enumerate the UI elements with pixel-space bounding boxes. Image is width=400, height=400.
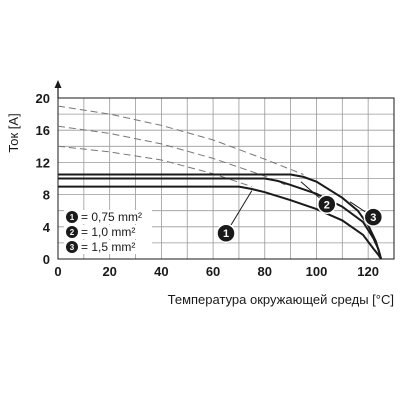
- y-axis-label: Ток [A]: [6, 113, 21, 152]
- y-tick-label: 4: [43, 220, 51, 235]
- x-tick-label: 120: [357, 264, 379, 279]
- legend-badge-label: 1: [70, 213, 75, 222]
- x-tick-label: 20: [102, 264, 116, 279]
- x-tick-label: 0: [54, 264, 61, 279]
- legend-badge-label: 3: [70, 243, 75, 252]
- legend-badge-1: [66, 211, 78, 223]
- x-tick-label: 80: [258, 264, 272, 279]
- callout-badge-3: [363, 207, 384, 227]
- x-tick-label: 40: [154, 264, 168, 279]
- legend-badge-label: 2: [70, 228, 75, 237]
- legend-entry-text: = 1,5 mm²: [81, 240, 135, 254]
- y-tick-label: 12: [36, 155, 50, 170]
- dashed-reference-curve: [57, 105, 304, 175]
- legend-backdrop: [64, 240, 152, 254]
- legend-entry-text: = 1,0 mm²: [81, 225, 135, 239]
- x-axis-label: Температура окружающей среды [°C]: [168, 292, 394, 307]
- callout-badge-label: 3: [370, 212, 376, 224]
- callout-badge-label: 1: [223, 228, 229, 240]
- y-tick-label: 8: [43, 188, 50, 203]
- y-tick-label: 20: [36, 91, 50, 106]
- series-callouts: 1 2 3: [216, 181, 384, 243]
- y-axis-arrow-head: [54, 80, 62, 88]
- callout-badge-1: [216, 223, 236, 243]
- y-tick-label: 16: [36, 123, 50, 138]
- series-line-3: [58, 173, 383, 260]
- x-tick-label: 60: [206, 264, 220, 279]
- dashed-reference-curve: [57, 125, 286, 186]
- legend-badge-3: [66, 241, 78, 253]
- axes: [54, 80, 62, 98]
- callout-badge-label: 2: [324, 199, 330, 211]
- legend-entry-text: = 0,75 mm²: [81, 210, 142, 224]
- series-line-1: [58, 185, 382, 260]
- dashed-reference-curve: [57, 145, 252, 188]
- legend-backdrop: [64, 225, 152, 239]
- callout-badge-2: [317, 194, 337, 215]
- y-tick-label: 0: [43, 252, 50, 267]
- legend-badge-2: [66, 226, 78, 238]
- legend-backdrop: [64, 210, 152, 224]
- x-tick-label: 100: [306, 264, 328, 279]
- legend: 1 = 0,75 mm² 2 = 1,0 mm² 3 = 1,5 mm²: [64, 210, 152, 254]
